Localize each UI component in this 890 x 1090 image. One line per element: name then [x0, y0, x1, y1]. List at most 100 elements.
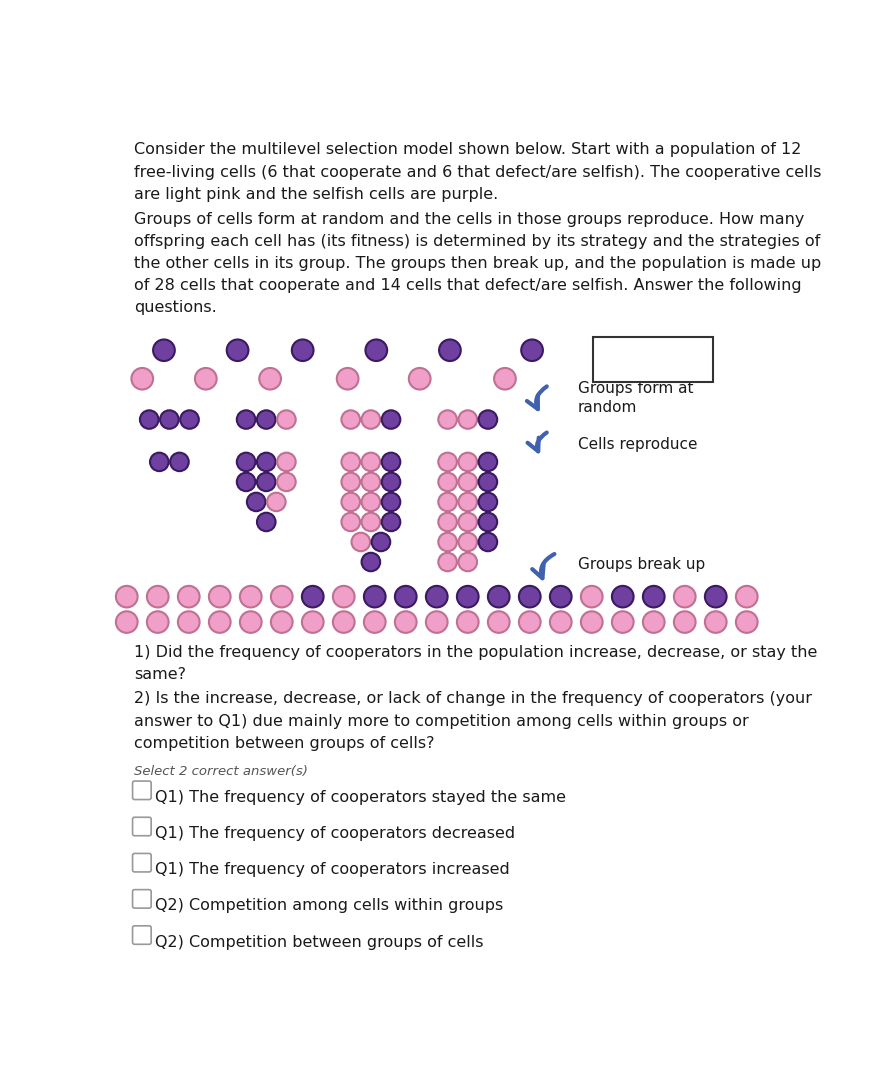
Circle shape	[382, 473, 400, 492]
Circle shape	[292, 339, 313, 361]
Circle shape	[227, 339, 248, 361]
Circle shape	[550, 611, 571, 633]
Text: Consider the multilevel selection model shown below. Start with a population of : Consider the multilevel selection model …	[134, 143, 821, 202]
Circle shape	[458, 512, 477, 531]
Circle shape	[195, 368, 216, 389]
Circle shape	[705, 611, 726, 633]
Circle shape	[277, 410, 295, 428]
Circle shape	[366, 339, 387, 361]
Circle shape	[178, 611, 199, 633]
Circle shape	[488, 611, 510, 633]
Circle shape	[333, 611, 354, 633]
Circle shape	[598, 361, 615, 378]
Text: Groups form at
random: Groups form at random	[578, 380, 693, 415]
Circle shape	[271, 611, 293, 633]
Circle shape	[259, 368, 281, 389]
Circle shape	[643, 611, 665, 633]
Circle shape	[116, 585, 138, 607]
Circle shape	[147, 611, 168, 633]
Circle shape	[494, 368, 516, 389]
Circle shape	[178, 585, 199, 607]
Circle shape	[426, 611, 448, 633]
Circle shape	[364, 611, 385, 633]
Circle shape	[426, 585, 448, 607]
Circle shape	[581, 585, 603, 607]
Text: Cooperative: Cooperative	[618, 342, 707, 358]
Circle shape	[550, 585, 571, 607]
Circle shape	[612, 611, 634, 633]
Circle shape	[333, 585, 354, 607]
Circle shape	[438, 493, 457, 511]
Circle shape	[598, 341, 615, 358]
Circle shape	[458, 452, 477, 471]
Circle shape	[302, 585, 324, 607]
Circle shape	[438, 512, 457, 531]
Circle shape	[439, 339, 461, 361]
Circle shape	[705, 585, 726, 607]
Circle shape	[361, 410, 380, 428]
Circle shape	[458, 410, 477, 428]
Text: Groups break up: Groups break up	[578, 557, 705, 572]
Circle shape	[479, 512, 498, 531]
Circle shape	[479, 533, 498, 552]
Circle shape	[674, 585, 696, 607]
Circle shape	[180, 410, 198, 428]
Circle shape	[479, 493, 498, 511]
Circle shape	[361, 553, 380, 571]
Circle shape	[522, 339, 543, 361]
FancyBboxPatch shape	[133, 782, 151, 800]
Circle shape	[153, 339, 174, 361]
Circle shape	[342, 512, 360, 531]
Circle shape	[342, 473, 360, 492]
Circle shape	[170, 452, 189, 471]
Circle shape	[277, 473, 295, 492]
Circle shape	[458, 493, 477, 511]
Circle shape	[352, 533, 370, 552]
Circle shape	[271, 585, 293, 607]
Circle shape	[581, 611, 603, 633]
Circle shape	[240, 611, 262, 633]
Circle shape	[479, 410, 498, 428]
Text: Q1) The frequency of cooperators decreased: Q1) The frequency of cooperators decreas…	[156, 826, 515, 841]
Text: Select 2 correct answer(s): Select 2 correct answer(s)	[134, 764, 308, 777]
Circle shape	[257, 473, 276, 492]
Circle shape	[458, 533, 477, 552]
Circle shape	[382, 410, 400, 428]
Text: Q1) The frequency of cooperators stayed the same: Q1) The frequency of cooperators stayed …	[156, 790, 566, 804]
Circle shape	[267, 493, 286, 511]
Circle shape	[438, 473, 457, 492]
Circle shape	[140, 410, 158, 428]
Circle shape	[479, 473, 498, 492]
Circle shape	[395, 585, 417, 607]
Circle shape	[438, 410, 457, 428]
Circle shape	[342, 452, 360, 471]
Circle shape	[237, 410, 255, 428]
Circle shape	[458, 553, 477, 571]
Circle shape	[361, 512, 380, 531]
Circle shape	[150, 452, 168, 471]
Text: Q2) Competition among cells within groups: Q2) Competition among cells within group…	[156, 898, 504, 913]
Circle shape	[147, 585, 168, 607]
Circle shape	[237, 452, 255, 471]
Circle shape	[382, 493, 400, 511]
Circle shape	[277, 452, 295, 471]
Circle shape	[457, 611, 479, 633]
Circle shape	[643, 585, 665, 607]
Circle shape	[209, 585, 231, 607]
Circle shape	[382, 452, 400, 471]
Circle shape	[382, 512, 400, 531]
Circle shape	[361, 473, 380, 492]
Text: Selfish: Selfish	[618, 362, 667, 377]
Circle shape	[438, 533, 457, 552]
Circle shape	[132, 368, 153, 389]
Circle shape	[372, 533, 390, 552]
Circle shape	[364, 585, 385, 607]
Circle shape	[479, 452, 498, 471]
Circle shape	[438, 452, 457, 471]
FancyBboxPatch shape	[133, 853, 151, 872]
Circle shape	[247, 493, 265, 511]
FancyBboxPatch shape	[593, 337, 713, 382]
Circle shape	[116, 611, 138, 633]
FancyBboxPatch shape	[133, 925, 151, 944]
Text: Groups of cells form at random and the cells in those groups reproduce. How many: Groups of cells form at random and the c…	[134, 211, 821, 315]
